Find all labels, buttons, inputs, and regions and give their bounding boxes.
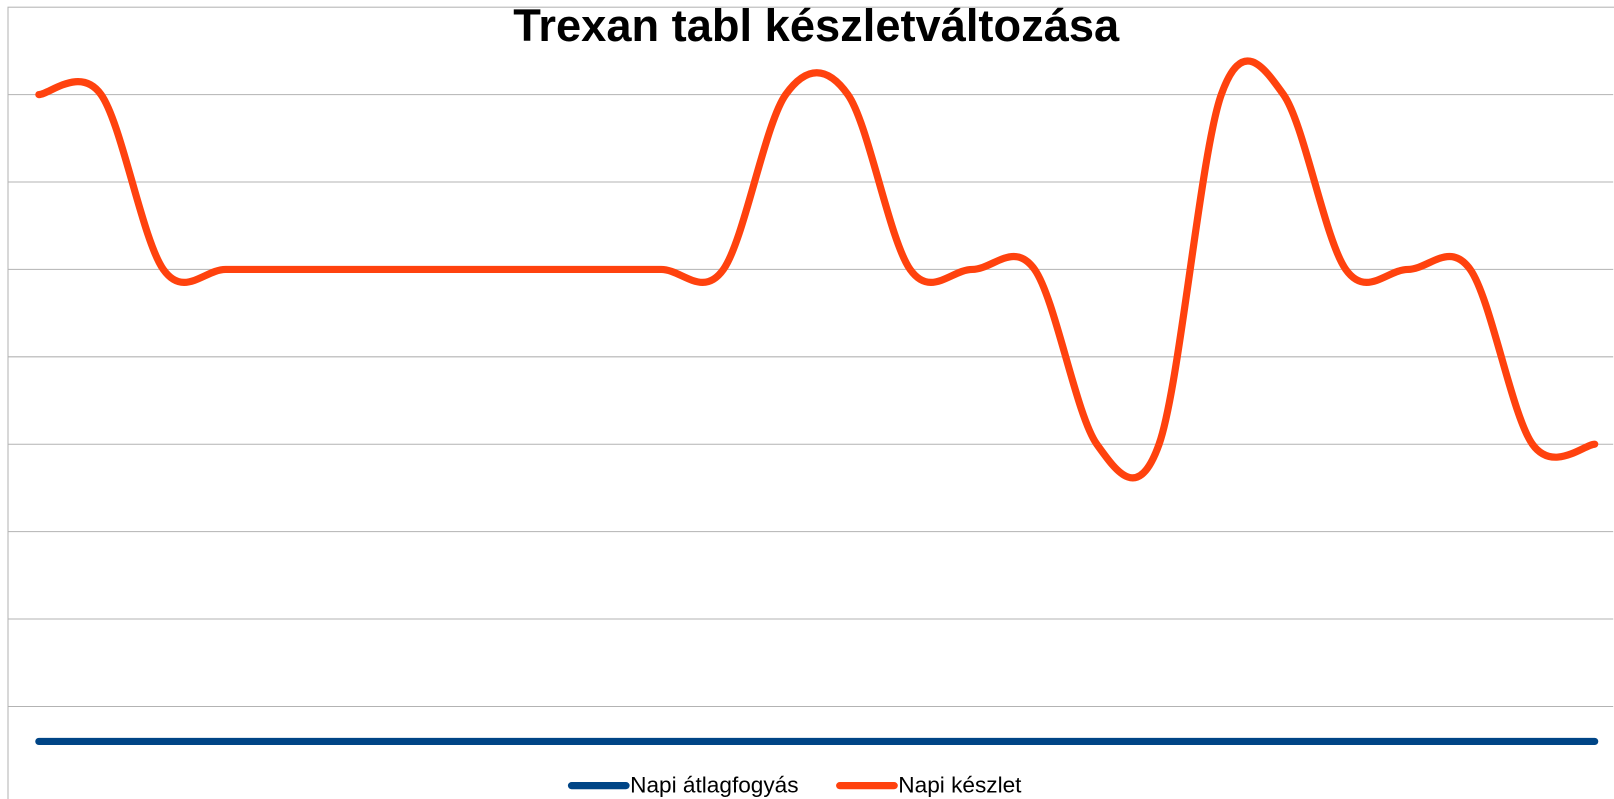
series-line xyxy=(35,57,1599,482)
legend-label: Napi átlagfogyás xyxy=(630,773,798,798)
chart-title: Trexan tabl készletváltozása xyxy=(513,0,1120,51)
plot-frame xyxy=(7,6,1614,799)
legend-label: Napi készlet xyxy=(898,773,1022,798)
